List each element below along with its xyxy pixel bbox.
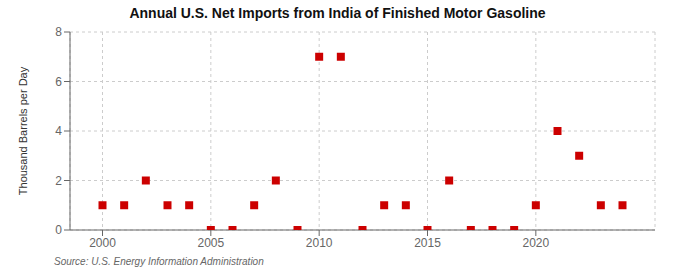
svg-text:6: 6 xyxy=(55,75,62,89)
svg-text:8: 8 xyxy=(55,26,62,39)
svg-text:4: 4 xyxy=(55,124,62,138)
svg-text:2015: 2015 xyxy=(414,236,441,250)
svg-text:2000: 2000 xyxy=(89,236,116,250)
html-text:Annual U.S. Net Imports from I: Annual U.S. Net Imports from India of Fi… xyxy=(129,5,546,21)
svg-text:2: 2 xyxy=(55,174,62,188)
svg-text:2020: 2020 xyxy=(522,236,549,250)
svg-text:Thousand Barrels per Day: Thousand Barrels per Day xyxy=(17,66,29,195)
svg-text:0: 0 xyxy=(55,223,62,237)
svg-text:2010: 2010 xyxy=(306,236,333,250)
svg-text:2005: 2005 xyxy=(197,236,224,250)
html-text:Source: U.S. Energy Informatio: Source: U.S. Energy Information Administ… xyxy=(54,256,264,267)
